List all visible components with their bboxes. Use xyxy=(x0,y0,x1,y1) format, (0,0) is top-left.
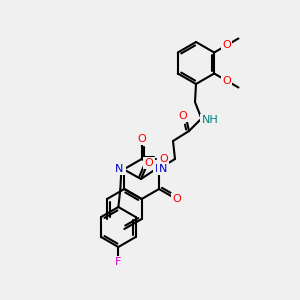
Text: N: N xyxy=(116,164,124,174)
Text: N: N xyxy=(155,164,163,174)
Text: O: O xyxy=(145,158,153,168)
Text: N: N xyxy=(159,164,167,174)
Text: O: O xyxy=(137,134,146,144)
Text: N: N xyxy=(115,164,124,174)
Text: NH: NH xyxy=(202,115,218,125)
Text: O: O xyxy=(222,40,231,50)
Text: O: O xyxy=(178,111,188,121)
Text: NH: NH xyxy=(202,115,218,125)
Text: O: O xyxy=(222,76,231,85)
Text: O: O xyxy=(159,154,168,164)
Text: O: O xyxy=(172,194,181,204)
Text: F: F xyxy=(115,257,122,267)
